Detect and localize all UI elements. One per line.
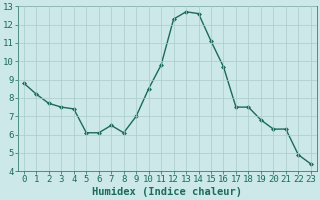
X-axis label: Humidex (Indice chaleur): Humidex (Indice chaleur) (92, 187, 242, 197)
